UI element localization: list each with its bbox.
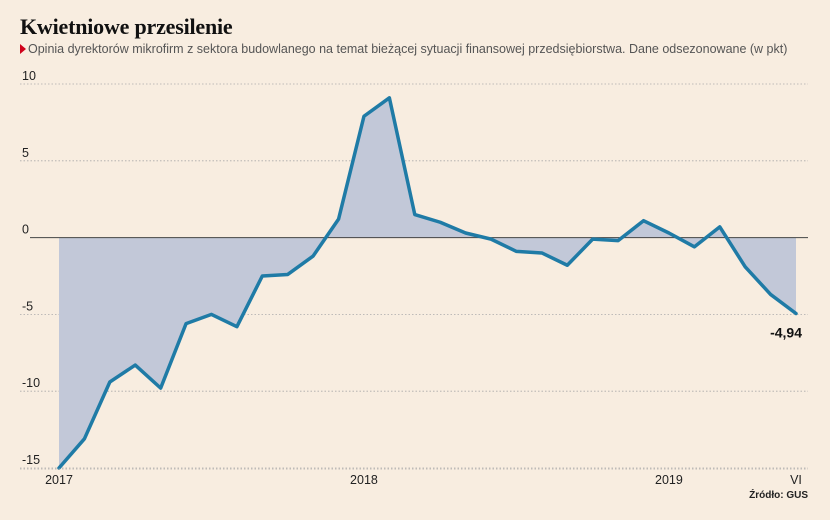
x-tick-label: 2017 — [45, 473, 73, 487]
y-tick-label: 10 — [22, 69, 36, 83]
y-tick-label: -15 — [22, 453, 40, 467]
source-note: Źródło: GUS — [749, 490, 808, 501]
x-tick-label: 2018 — [350, 473, 378, 487]
series-line — [57, 96, 798, 470]
chart-title: Kwietniowe przesilenie — [20, 14, 233, 39]
y-tick-label: 0 — [22, 223, 29, 237]
chart-subtitle: Opinia dyrektorów mikrofirm z sektora bu… — [20, 42, 787, 56]
triangle-marker-icon — [20, 44, 26, 54]
x-tick-label: VI — [790, 473, 802, 487]
value-annotation: -4,94 — [770, 324, 802, 340]
y-tick-label: 5 — [22, 146, 29, 160]
subtitle-text: Opinia dyrektorów mikrofirm z sektora bu… — [28, 42, 788, 56]
y-tick-label: -5 — [22, 299, 33, 313]
x-tick-label: 2019 — [655, 473, 683, 487]
y-tick-label: -10 — [22, 376, 40, 390]
area-fill — [59, 97, 796, 468]
